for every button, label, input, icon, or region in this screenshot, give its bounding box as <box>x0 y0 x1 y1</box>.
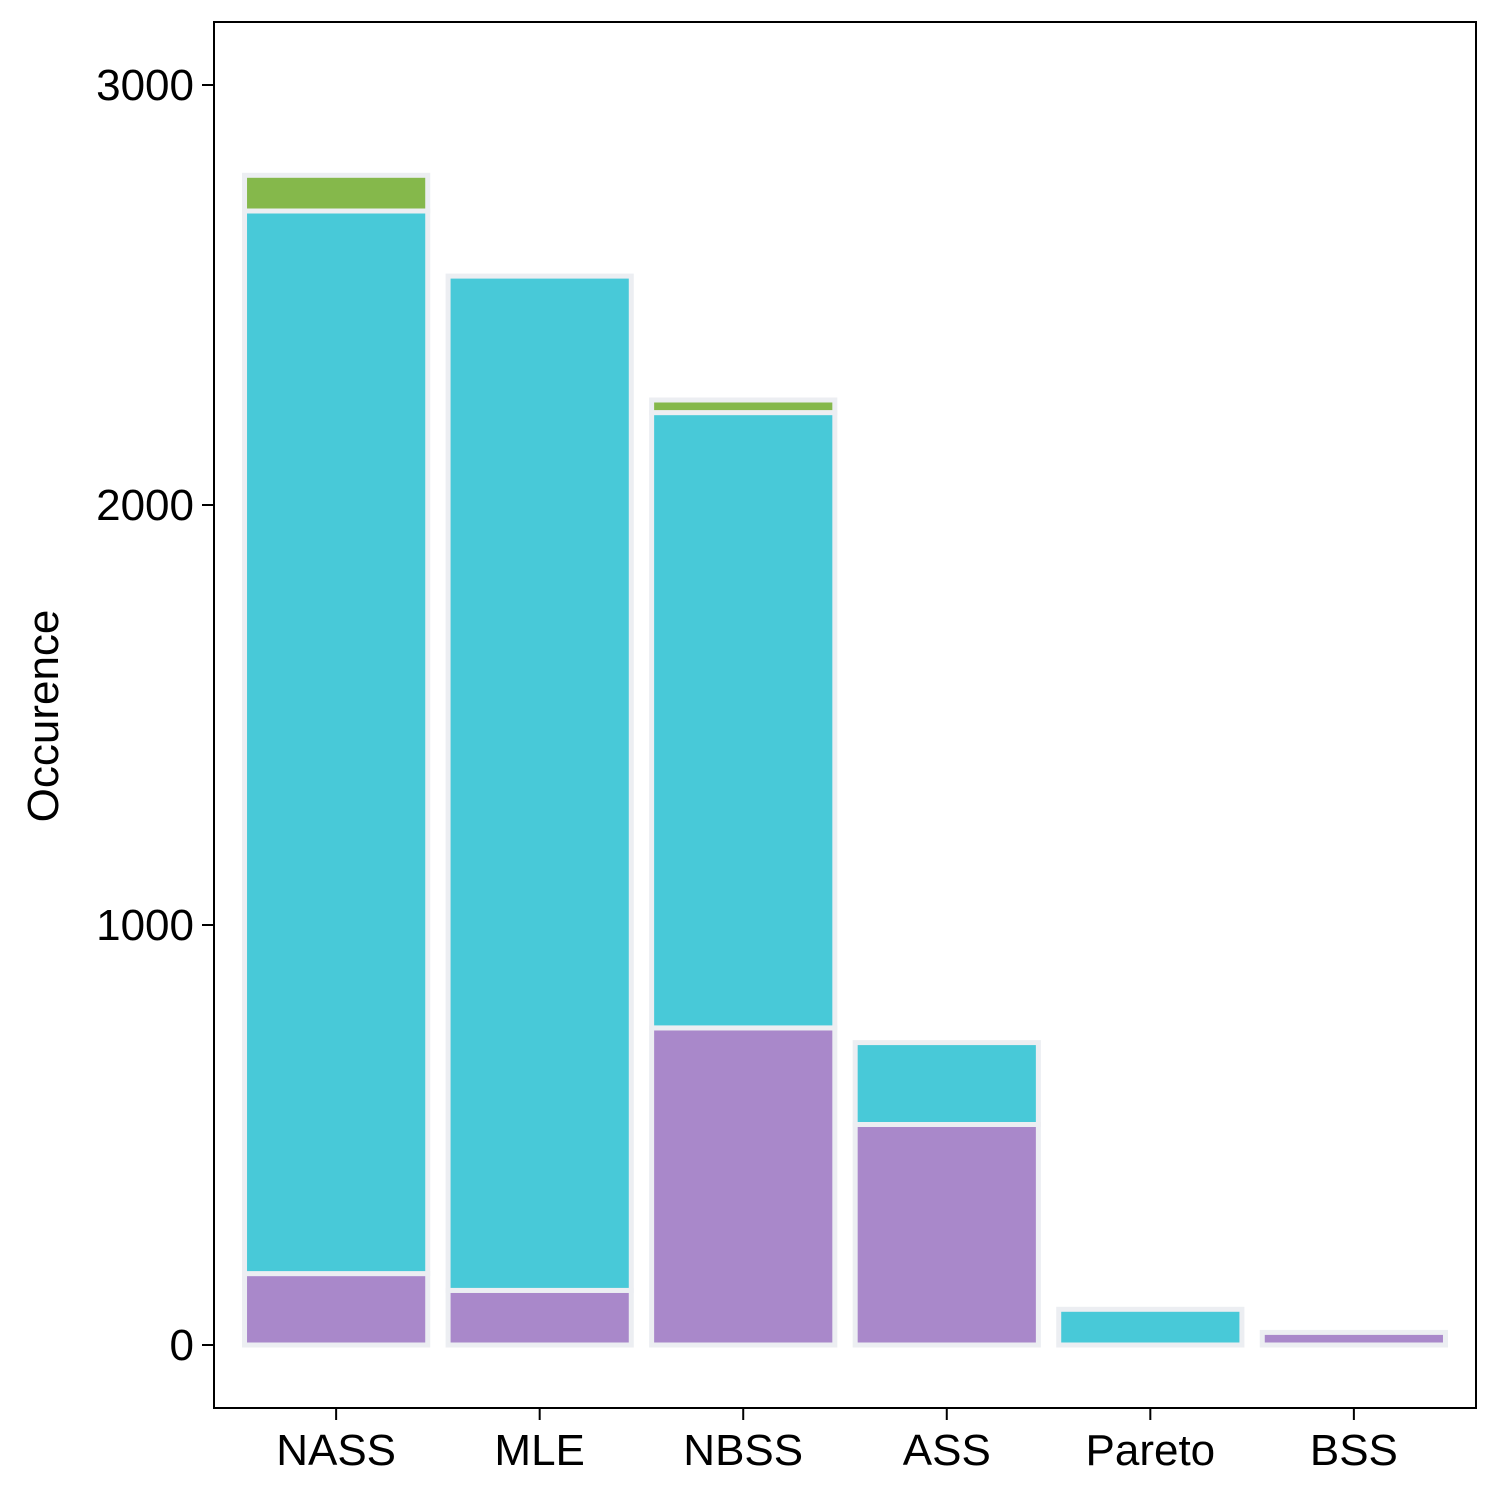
bar-segment-nbss-1 <box>649 1025 838 1348</box>
bar-segment-nass-2 <box>242 208 431 1277</box>
x-tick-label-nbss: NBSS <box>683 1426 803 1475</box>
bar-segment-nbss-3 <box>649 397 838 416</box>
y-tick-label-3000: 3000 <box>96 61 194 110</box>
x-tick-label-pareto: Pareto <box>1086 1426 1216 1475</box>
bar-segment-mle-2 <box>445 273 634 1293</box>
axes-layer: 0 1000 2000 3000 NASS MLE NBSS ASS Pareto BSS <box>96 61 1398 1475</box>
bar-segment-mle-1 <box>445 1287 634 1348</box>
x-tick-label-mle: MLE <box>494 1426 584 1475</box>
bars-layer <box>242 172 1448 1348</box>
plot-frame <box>213 21 1477 1409</box>
bar-segment-nass-3 <box>242 172 431 214</box>
y-tick-label-0: 0 <box>170 1321 194 1370</box>
x-tick-label-nass: NASS <box>276 1426 396 1475</box>
bar-segment-pareto-2 <box>1056 1306 1245 1348</box>
bar-segment-bss-1 <box>1259 1329 1448 1348</box>
bar-segment-nass-1 <box>242 1271 431 1348</box>
bar-segment-nbss-2 <box>649 410 838 1031</box>
y-tick-label-2000: 2000 <box>96 481 194 530</box>
bar-segment-ass-2 <box>852 1040 1041 1127</box>
x-tick-label-ass: ASS <box>903 1426 991 1475</box>
y-tick-label-1000: 1000 <box>96 901 194 950</box>
bar-segment-ass-1 <box>852 1122 1041 1348</box>
x-tick-label-bss: BSS <box>1310 1426 1398 1475</box>
y-axis-title: Occurence <box>19 610 68 823</box>
